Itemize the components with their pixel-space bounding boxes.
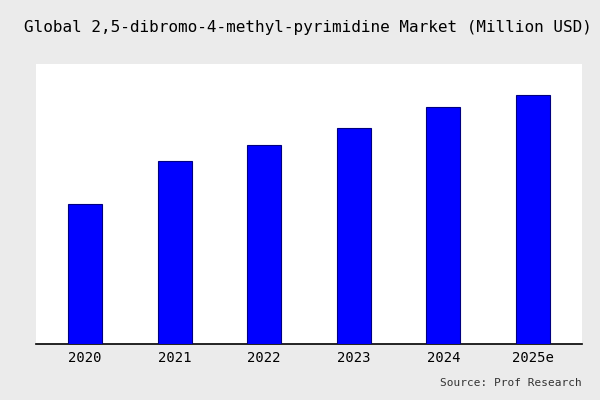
Bar [247, 146, 281, 344]
Text: Global 2,5-dibromo-4-methyl-pyrimidine Market (Million USD): Global 2,5-dibromo-4-methyl-pyrimidine M… [24, 20, 592, 35]
Bar [158, 161, 192, 344]
Text: Source: Prof Research: Source: Prof Research [440, 378, 582, 388]
Bar [426, 107, 460, 344]
Bar [337, 128, 371, 344]
Bar [68, 204, 102, 344]
Bar [516, 94, 550, 344]
